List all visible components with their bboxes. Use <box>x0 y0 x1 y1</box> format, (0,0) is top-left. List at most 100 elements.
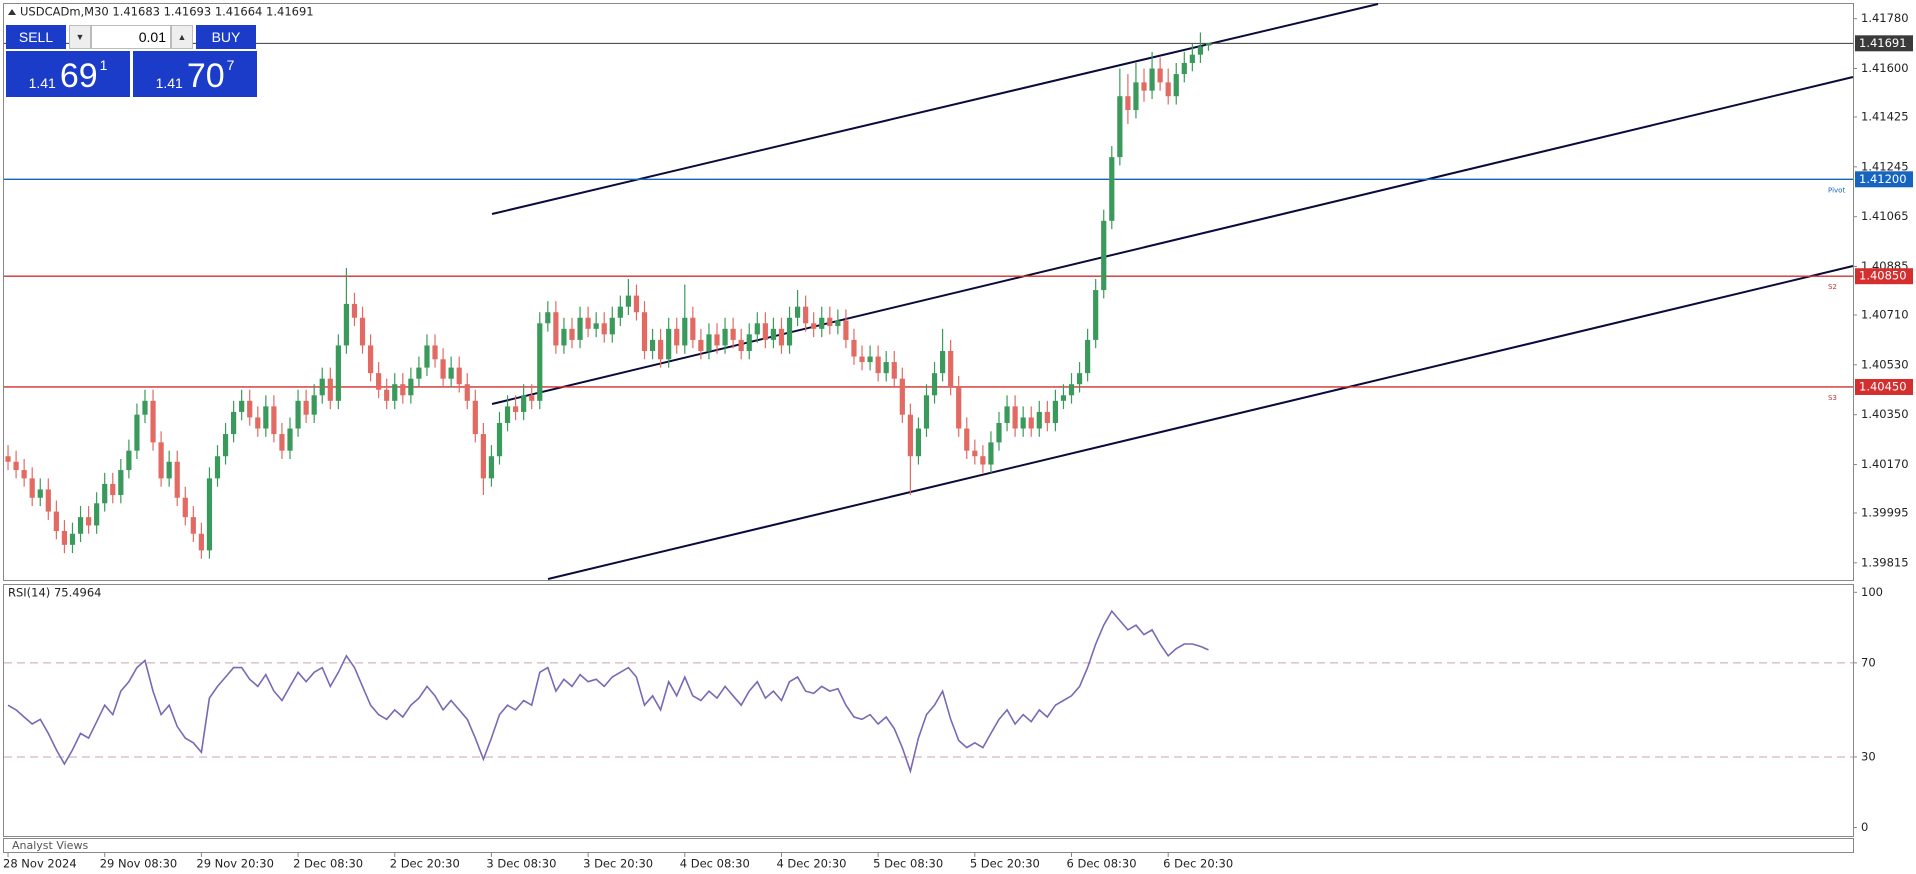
candle-body <box>5 456 11 462</box>
y-tick-label: 1.41425 <box>1861 109 1909 123</box>
candle-body <box>827 317 833 327</box>
candle-body <box>907 414 913 457</box>
candle-body <box>1133 82 1139 111</box>
candle-body <box>118 470 124 495</box>
candle-body <box>448 367 454 379</box>
candle-body <box>682 317 688 346</box>
candle-body <box>658 339 664 360</box>
candle-body <box>504 406 511 423</box>
candle-body <box>1205 43 1212 46</box>
candle-body <box>53 511 59 531</box>
candle-body <box>762 323 768 340</box>
candle-body <box>126 450 132 471</box>
candle-body <box>980 456 986 465</box>
candle-body <box>996 422 1002 443</box>
candle-body <box>1093 290 1099 340</box>
lot-input[interactable]: 0.01 <box>91 25 171 49</box>
candle-body <box>319 378 325 396</box>
candle-body <box>899 378 905 415</box>
candle-body <box>303 400 309 415</box>
trend-line <box>491 3 1379 215</box>
x-tick-label: 3 Dec 08:30 <box>486 857 556 871</box>
trend-channel <box>491 3 1854 580</box>
candle-body <box>287 428 293 451</box>
candle-body <box>94 503 100 526</box>
candle-body <box>778 328 785 346</box>
candle-body <box>1149 68 1155 91</box>
y-tick-label: 30 <box>1861 749 1876 763</box>
candle-body <box>472 400 478 435</box>
buy-button[interactable]: BUY <box>196 25 256 49</box>
lot-down[interactable]: ▼ <box>69 25 91 49</box>
candle-body <box>279 434 285 451</box>
x-tick-label: 5 Dec 08:30 <box>873 857 943 871</box>
candle-body <box>1068 384 1075 396</box>
candle-body <box>1109 157 1115 221</box>
candle-body <box>1036 411 1042 429</box>
candle-body <box>222 434 229 457</box>
y-tick-label: 1.39815 <box>1861 555 1909 569</box>
candle-body <box>142 400 148 415</box>
candle-body <box>577 317 583 340</box>
chart-title: USDCADm,M30 1.41683 1.41693 1.41664 1.41… <box>20 5 314 19</box>
candle-body <box>843 320 849 340</box>
x-tick-label: 2 Dec 20:30 <box>390 857 460 871</box>
y-tick-label: 1.39995 <box>1861 505 1909 519</box>
candle-body <box>609 317 615 335</box>
candle-body <box>190 517 196 534</box>
candle-body <box>263 406 269 429</box>
candle-body <box>13 461 19 471</box>
candle-body <box>271 406 277 435</box>
bid-big: 1.41 <box>28 75 56 91</box>
ask-quote[interactable]: 1.41 70 7 <box>133 51 257 97</box>
candle-body <box>29 478 35 498</box>
candle-body <box>1028 417 1034 429</box>
candle-body <box>819 317 825 329</box>
candle-body <box>1141 82 1147 91</box>
candle-body <box>867 356 873 363</box>
candle-body <box>537 323 543 401</box>
candle-body <box>198 533 204 551</box>
x-tick-label: 29 Nov 20:30 <box>196 857 274 871</box>
candle-body <box>1004 406 1010 423</box>
candle-body <box>102 483 108 504</box>
candle-body <box>674 328 680 346</box>
x-tick-label: 2 Dec 08:30 <box>293 857 363 871</box>
sell-button[interactable]: SELL <box>6 25 66 49</box>
candle-body <box>1085 339 1091 374</box>
bid-quote[interactable]: 1.41 69 1 <box>6 51 130 97</box>
trend-line <box>547 265 1854 580</box>
candle-body <box>553 312 559 346</box>
candle-body <box>480 434 486 479</box>
candle-body <box>601 323 607 335</box>
level-label-box <box>1855 35 1913 52</box>
lot-up[interactable]: ▲ <box>171 25 193 49</box>
candle-body <box>496 422 503 457</box>
candle-body <box>408 378 414 396</box>
candle-body <box>1181 62 1187 75</box>
candle-body <box>875 356 881 374</box>
candle-body <box>714 334 720 346</box>
candle-body <box>231 411 237 435</box>
analyst-bar <box>3 838 1854 853</box>
candle-body <box>45 489 51 512</box>
candle-body <box>835 320 841 327</box>
candle-body <box>134 414 140 451</box>
y-tick-label: 100 <box>1861 585 1883 599</box>
candle-body <box>545 312 551 324</box>
candle-body <box>811 323 817 329</box>
level-label: 1.40450 <box>1859 379 1907 393</box>
bid-frac: 1 <box>99 57 108 73</box>
ask-pips: 70 <box>186 57 225 95</box>
candle-body <box>1052 400 1058 423</box>
candle-body <box>392 384 398 401</box>
candle-body <box>633 295 640 313</box>
rsi-frame <box>3 584 1854 837</box>
candle-body <box>722 328 728 346</box>
bid-pips: 69 <box>59 57 98 95</box>
rsi-title: RSI(14) 75.4964 <box>8 586 102 600</box>
candle-body <box>384 389 390 401</box>
rsi-line <box>7 609 1209 774</box>
candle-body <box>424 345 430 368</box>
